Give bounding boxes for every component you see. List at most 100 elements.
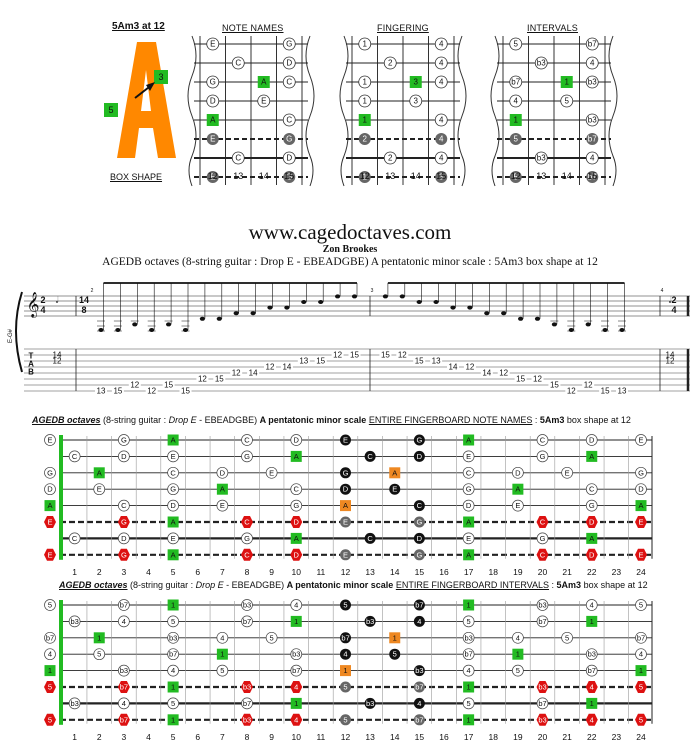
box-note bbox=[413, 697, 425, 709]
chord-note: 𝅗𝅥 bbox=[669, 295, 672, 305]
note-circle bbox=[462, 631, 475, 644]
left-edge bbox=[490, 35, 500, 187]
note-label: D bbox=[589, 518, 595, 527]
note-label: 5 bbox=[565, 97, 570, 106]
root-marker bbox=[167, 434, 179, 446]
note-circle bbox=[44, 483, 56, 496]
note-label: G bbox=[466, 485, 472, 494]
note-label: b7 bbox=[511, 78, 520, 87]
fret-number: 12 bbox=[341, 732, 351, 742]
root-marker bbox=[635, 665, 647, 677]
bass-note bbox=[435, 133, 448, 145]
note-label: A bbox=[210, 116, 216, 125]
note-head bbox=[585, 322, 591, 327]
note-label: D bbox=[515, 468, 521, 477]
root-marker bbox=[463, 516, 475, 528]
note-label: b7 bbox=[588, 135, 597, 144]
bass-note bbox=[290, 548, 303, 561]
tab-note-bg bbox=[430, 357, 443, 365]
note-label: 2 bbox=[388, 59, 393, 68]
note-head bbox=[619, 328, 625, 332]
note-label: 1 bbox=[516, 650, 520, 659]
fret-number: 3 bbox=[122, 567, 127, 577]
root-marker bbox=[463, 599, 475, 611]
note-label: 4 bbox=[171, 666, 175, 675]
note-head bbox=[518, 316, 524, 321]
note-label: C bbox=[244, 550, 250, 559]
tab-note: 13 bbox=[432, 357, 441, 366]
bass-note bbox=[435, 171, 448, 183]
note-label: G bbox=[638, 468, 644, 477]
tab-note: 12 bbox=[232, 369, 241, 378]
note-label: 1 bbox=[294, 699, 298, 708]
note-circle bbox=[585, 599, 598, 611]
note-circle bbox=[118, 615, 130, 628]
root-marker bbox=[463, 549, 475, 561]
note-circle bbox=[44, 599, 56, 611]
note-head bbox=[98, 328, 104, 332]
box-note bbox=[413, 714, 425, 726]
fret-number: 22 bbox=[587, 567, 597, 577]
note-circle bbox=[216, 499, 229, 512]
note-label: 1 bbox=[590, 699, 594, 708]
tab-note: 15 bbox=[215, 375, 224, 384]
note-label: C bbox=[72, 534, 78, 543]
note-label: D bbox=[466, 501, 472, 510]
note-circle bbox=[167, 615, 179, 628]
note-label: 1 bbox=[363, 116, 368, 125]
bass-note bbox=[117, 713, 130, 726]
note-label: b3 bbox=[464, 633, 472, 642]
note-circle bbox=[534, 151, 548, 165]
box-note bbox=[340, 516, 351, 528]
bass-note bbox=[44, 681, 56, 693]
note-label: G bbox=[286, 173, 292, 182]
fret-number: 5 bbox=[171, 732, 176, 742]
note-head bbox=[199, 316, 205, 321]
note-circle bbox=[561, 631, 573, 644]
bass-note bbox=[206, 133, 219, 145]
fret-number: 21 bbox=[562, 732, 572, 742]
note-label: E bbox=[565, 468, 570, 477]
note-label: A bbox=[171, 550, 176, 559]
fret-number: 9 bbox=[269, 567, 274, 577]
note-label: 4 bbox=[516, 633, 520, 642]
tab-note-bg bbox=[599, 387, 612, 395]
root-marker bbox=[389, 632, 401, 644]
note-head bbox=[216, 316, 222, 321]
note-label: G bbox=[170, 485, 176, 494]
note-label: C bbox=[367, 534, 373, 543]
note-label: 4 bbox=[439, 59, 444, 68]
fret-number: 14 bbox=[562, 171, 572, 181]
nut bbox=[59, 435, 63, 560]
fret-number: 22 bbox=[587, 732, 597, 742]
tab-note-bg bbox=[230, 369, 243, 377]
root-marker bbox=[290, 697, 302, 709]
tab-note-bg bbox=[314, 357, 327, 365]
note-names-fingerboard: E G A C D E G A C D EC D E G A C D E G AG A C D E G A C D E GD E G A C D E G… bbox=[44, 434, 653, 577]
note-label: C bbox=[286, 116, 292, 125]
note-circle bbox=[241, 450, 253, 463]
note-circle bbox=[536, 599, 549, 611]
note-circle bbox=[290, 664, 303, 677]
note-circle bbox=[118, 532, 130, 545]
note-label: 3 bbox=[414, 78, 419, 87]
note-label: b7 bbox=[538, 617, 546, 626]
fret-number: 7 bbox=[220, 567, 225, 577]
note-label: 1 bbox=[343, 666, 347, 675]
note-label: D bbox=[286, 59, 292, 68]
root-marker bbox=[167, 681, 179, 693]
tab-note-bg bbox=[463, 363, 476, 371]
header-tail: : bbox=[532, 415, 540, 425]
root-marker bbox=[44, 665, 56, 677]
note-label: 4 bbox=[294, 683, 298, 692]
bass-note bbox=[358, 171, 371, 183]
box-shape-figure: 53 bbox=[104, 42, 176, 158]
note-circle bbox=[231, 56, 245, 70]
tab-note: 12 bbox=[584, 381, 593, 390]
tab-note-bg bbox=[264, 363, 276, 371]
bass-note bbox=[206, 171, 219, 183]
note-label: 5 bbox=[171, 699, 175, 708]
tab-letter: T bbox=[29, 352, 34, 361]
note-label: D bbox=[294, 518, 300, 527]
